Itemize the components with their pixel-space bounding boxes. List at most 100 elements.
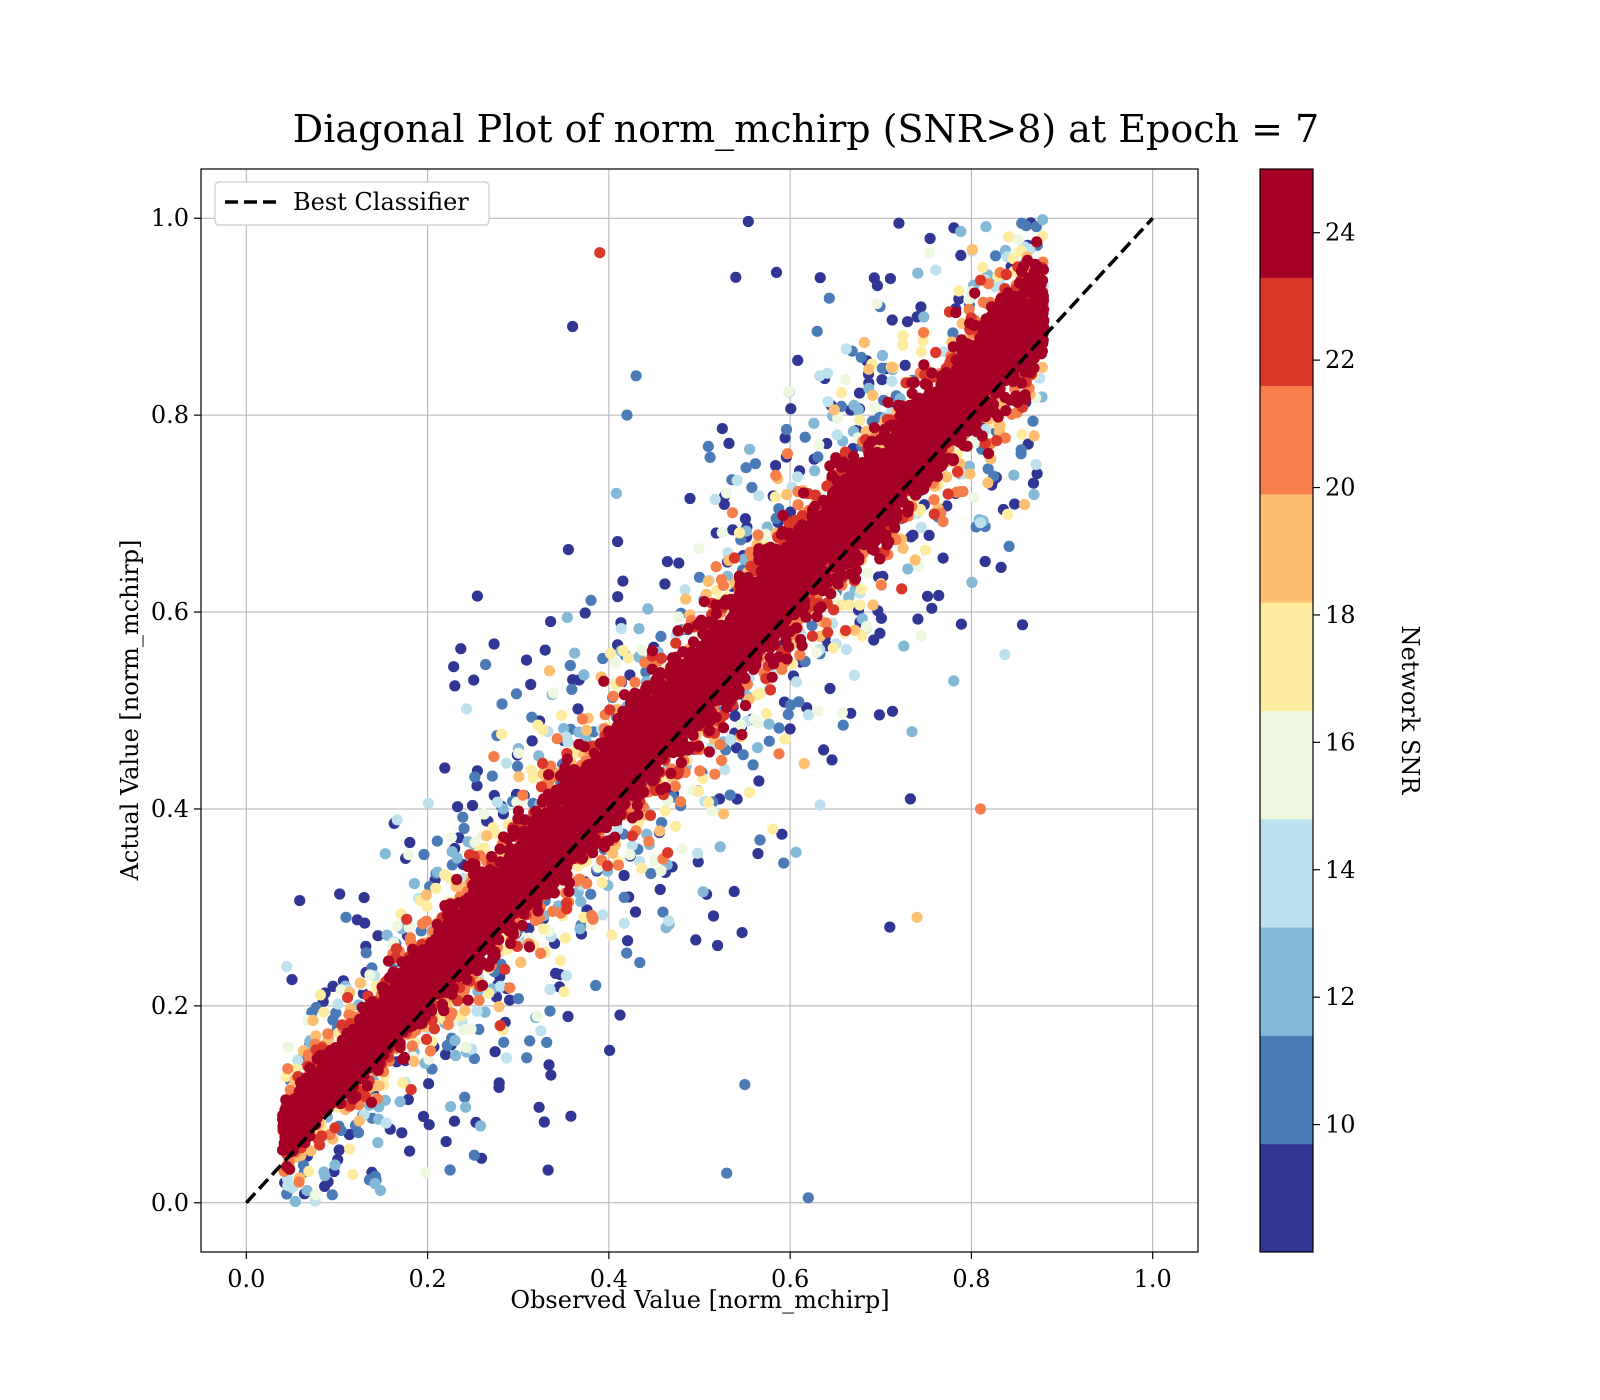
- scatter-point: [420, 1167, 432, 1179]
- scatter-point: [489, 1046, 501, 1058]
- scatter-point: [977, 261, 989, 274]
- scatter-point: [886, 314, 898, 326]
- scatter-point: [550, 967, 562, 980]
- scatter-point: [680, 593, 692, 605]
- scatter-point: [525, 764, 538, 776]
- scatter-point: [373, 1080, 385, 1092]
- scatter-point: [615, 623, 627, 635]
- scatter-point: [676, 843, 688, 855]
- scatter-point: [332, 998, 344, 1010]
- scatter-point: [733, 527, 746, 539]
- scatter-point: [560, 731, 572, 743]
- scatter-point: [669, 780, 681, 793]
- scatter-point: [867, 389, 879, 401]
- scatter-point: [544, 983, 556, 996]
- scatter-point: [822, 626, 834, 639]
- scatter-point: [1027, 415, 1039, 427]
- scatter-point: [521, 1052, 533, 1064]
- scatter-point: [909, 554, 921, 566]
- scatter-point: [567, 674, 579, 686]
- scatter-point: [542, 1164, 554, 1176]
- scatter-point: [495, 980, 507, 993]
- scatter-point: [730, 742, 743, 754]
- scatter-point: [1012, 234, 1024, 246]
- scatter-point: [282, 1041, 294, 1053]
- scatter-point: [917, 327, 930, 339]
- scatter-point: [512, 993, 525, 1005]
- scatter-point: [461, 703, 473, 715]
- scatter-point: [836, 707, 848, 719]
- scatter-point: [1016, 619, 1029, 631]
- scatter-point: [662, 847, 674, 859]
- scatter-point: [897, 339, 909, 351]
- scatter-point: [966, 244, 978, 256]
- scatter-point: [845, 707, 857, 719]
- scatter-point: [351, 914, 363, 926]
- scatter-point: [282, 1063, 294, 1075]
- scatter-point: [478, 808, 490, 820]
- scatter-point: [486, 770, 498, 782]
- scatter-point: [906, 377, 918, 389]
- scatter-point: [792, 354, 804, 366]
- scatter-point: [779, 432, 791, 444]
- scatter-point: [991, 435, 1003, 447]
- scatter-point: [823, 292, 835, 304]
- scatter-point: [431, 835, 443, 847]
- scatter-point: [915, 301, 927, 313]
- scatter-point: [420, 889, 432, 901]
- scatter-point: [837, 719, 849, 731]
- scatter-point: [480, 658, 492, 671]
- scatter-point: [585, 888, 597, 900]
- scatter-point: [948, 675, 960, 687]
- scatter-point: [559, 932, 572, 944]
- scatter-point: [886, 705, 899, 717]
- scatter-point: [714, 739, 726, 751]
- scatter-point: [330, 1007, 342, 1019]
- scatter-point: [403, 849, 415, 861]
- scatter-point: [1003, 540, 1015, 553]
- scatter-point: [735, 719, 747, 731]
- scatter-point: [926, 602, 938, 614]
- scatter-point: [770, 469, 782, 481]
- scatter-point: [955, 225, 967, 238]
- scatter-point: [565, 1110, 577, 1122]
- scatter-point: [451, 873, 463, 886]
- scatter-point: [459, 1004, 471, 1017]
- scatter-point: [812, 705, 824, 717]
- scatter-point: [318, 1006, 330, 1018]
- scatter-point: [615, 675, 627, 687]
- scatter-point: [773, 722, 785, 734]
- scatter-point: [673, 557, 685, 569]
- scatter-point: [911, 911, 923, 923]
- scatter-point: [692, 847, 704, 859]
- scatter-point: [474, 1120, 487, 1132]
- scatter-point: [898, 640, 910, 652]
- scatter-point: [754, 834, 766, 846]
- scatter-point: [806, 619, 818, 632]
- scatter-point: [694, 765, 706, 777]
- scatter-point: [702, 575, 714, 588]
- scatter-point: [574, 923, 586, 935]
- scatter-point: [442, 1019, 454, 1031]
- scatter-point: [444, 1164, 456, 1176]
- scatter-point: [594, 247, 606, 259]
- scatter-point: [712, 939, 724, 952]
- scatter-point: [752, 848, 764, 860]
- scatter-point: [452, 801, 464, 813]
- scatter-point: [558, 986, 570, 998]
- scatter-point: [831, 429, 843, 441]
- scatter-point: [578, 669, 590, 681]
- scatter-point: [654, 825, 666, 837]
- scatter-point: [556, 709, 568, 721]
- scatter-point: [333, 1144, 345, 1156]
- scatter-point: [618, 917, 630, 929]
- scatter-point: [744, 443, 756, 455]
- scatter-point: [471, 590, 483, 602]
- scatter-point: [598, 675, 610, 687]
- scatter-point: [854, 599, 866, 611]
- scatter-point: [995, 561, 1007, 574]
- scatter-point: [702, 796, 715, 809]
- scatter-point: [826, 754, 838, 766]
- scatter-point: [854, 414, 866, 426]
